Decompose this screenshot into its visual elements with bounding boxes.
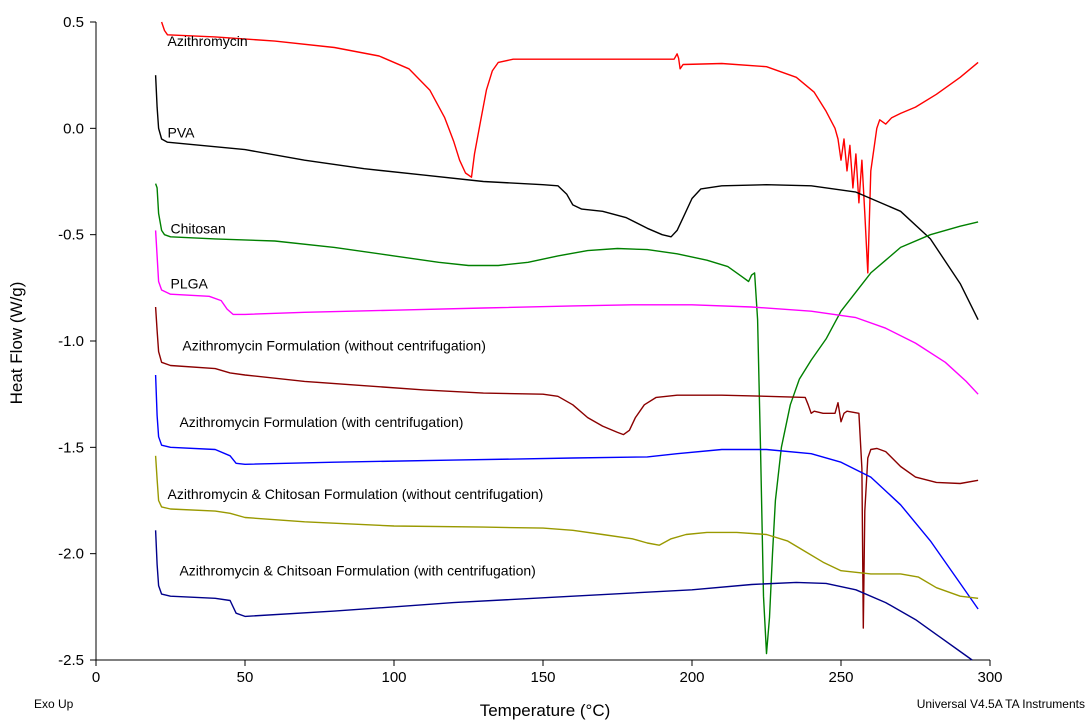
x-axis-title: Temperature (°C) [480,701,611,720]
series-line-4 [154,230,979,395]
series-labels: Azithromycin PVA Chitosan PLGA Azithromycin … [168,33,544,579]
y-tick-label: -2.5 [58,652,84,669]
x-tick-label: 250 [828,669,853,686]
y-tick-label: -0.5 [58,227,84,244]
series-line-6 [154,374,979,610]
exo-up-note: Exo Up [34,697,74,711]
x-tick-label: 0 [92,669,100,686]
series-label-7: Azithromycin & Chitosan Formulation (wit… [168,486,544,502]
y-axis-title: Heat Flow (W/g) [7,282,26,405]
series-label-6: Azithromycin Formulation (with centrifug… [179,414,463,430]
y-tick-label: -1.5 [58,439,84,456]
y-tick-label: 0.5 [63,14,84,31]
series-line-7 [154,455,979,599]
series-curves [154,21,979,661]
series-line-1 [160,21,979,274]
series-label-8: Azithromycin & Chitsoan Formulation (wit… [179,563,535,579]
instrument-note: Universal V4.5A TA Instruments [916,697,1085,711]
series-line-3 [154,183,979,655]
series-line-2 [154,75,979,321]
series-label-1: Azithromycin [168,33,248,49]
y-tick-label: -1.0 [58,333,84,350]
axis-ticks: 0 50 100 150 200 250 300 0.5 0.0 -0.5 -1.0 -1.5 -2.0… [58,14,1002,686]
x-tick-label: 100 [381,669,406,686]
series-line-8 [154,530,973,661]
x-tick-label: 300 [977,669,1002,686]
series-line-5 [154,306,979,629]
x-tick-label: 50 [237,669,254,686]
series-label-2: PVA [168,125,196,141]
series-label-4: PLGA [171,276,209,292]
series-label-5: Azithromycin Formulation (without centri… [182,337,485,353]
y-tick-label: 0.0 [63,120,84,137]
y-tick-label: -2.0 [58,546,84,563]
series-label-3: Chitosan [171,220,226,236]
x-tick-label: 150 [530,669,555,686]
x-tick-label: 200 [679,669,704,686]
